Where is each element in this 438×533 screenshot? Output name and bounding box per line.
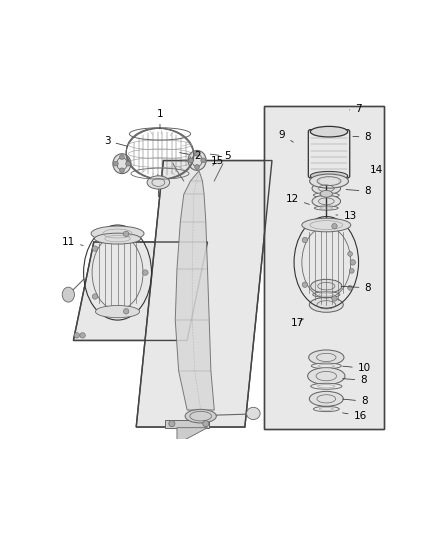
Ellipse shape bbox=[312, 182, 341, 195]
Circle shape bbox=[143, 270, 148, 275]
Circle shape bbox=[302, 282, 307, 287]
Ellipse shape bbox=[95, 305, 140, 318]
Ellipse shape bbox=[311, 172, 348, 180]
Ellipse shape bbox=[147, 176, 170, 189]
Ellipse shape bbox=[312, 195, 341, 207]
Ellipse shape bbox=[320, 190, 332, 197]
Text: 8: 8 bbox=[343, 375, 367, 385]
Ellipse shape bbox=[311, 279, 342, 293]
Circle shape bbox=[201, 158, 205, 163]
Text: 1: 1 bbox=[157, 109, 163, 129]
Text: 14: 14 bbox=[370, 165, 383, 175]
Ellipse shape bbox=[309, 297, 343, 312]
Text: 11: 11 bbox=[62, 237, 83, 247]
Text: 7: 7 bbox=[350, 104, 362, 114]
Ellipse shape bbox=[95, 233, 141, 244]
Ellipse shape bbox=[62, 287, 74, 302]
Text: 12: 12 bbox=[286, 193, 309, 205]
Circle shape bbox=[80, 333, 85, 338]
Ellipse shape bbox=[313, 292, 340, 297]
Polygon shape bbox=[264, 106, 384, 429]
Circle shape bbox=[348, 252, 353, 256]
Circle shape bbox=[169, 421, 175, 427]
Circle shape bbox=[126, 161, 131, 166]
Circle shape bbox=[120, 155, 124, 159]
Circle shape bbox=[189, 158, 193, 163]
Circle shape bbox=[74, 333, 80, 338]
Text: 9: 9 bbox=[279, 131, 293, 142]
Ellipse shape bbox=[113, 154, 131, 174]
Ellipse shape bbox=[311, 383, 342, 389]
Ellipse shape bbox=[310, 174, 349, 188]
Circle shape bbox=[332, 296, 337, 301]
Ellipse shape bbox=[311, 363, 341, 369]
Text: 8: 8 bbox=[341, 283, 371, 293]
Ellipse shape bbox=[91, 226, 144, 241]
Ellipse shape bbox=[307, 368, 345, 385]
Ellipse shape bbox=[309, 391, 343, 406]
Polygon shape bbox=[177, 427, 208, 444]
Polygon shape bbox=[175, 171, 214, 410]
Circle shape bbox=[350, 269, 354, 273]
Text: 5: 5 bbox=[210, 151, 231, 161]
Ellipse shape bbox=[314, 206, 338, 210]
Text: 10: 10 bbox=[343, 364, 371, 373]
Text: 17: 17 bbox=[291, 318, 304, 328]
FancyBboxPatch shape bbox=[165, 419, 209, 427]
Circle shape bbox=[332, 223, 337, 229]
Polygon shape bbox=[264, 106, 384, 429]
Polygon shape bbox=[74, 242, 208, 341]
Text: 8: 8 bbox=[346, 186, 371, 196]
Text: 16: 16 bbox=[343, 411, 367, 421]
Circle shape bbox=[348, 286, 353, 290]
Circle shape bbox=[92, 294, 98, 299]
Circle shape bbox=[302, 237, 307, 243]
Circle shape bbox=[113, 161, 118, 166]
Text: 15: 15 bbox=[210, 156, 224, 166]
Ellipse shape bbox=[302, 218, 351, 232]
Ellipse shape bbox=[309, 350, 344, 365]
Polygon shape bbox=[74, 242, 208, 341]
Text: 13: 13 bbox=[336, 211, 357, 221]
Ellipse shape bbox=[311, 126, 348, 137]
Ellipse shape bbox=[247, 407, 260, 419]
Circle shape bbox=[92, 246, 98, 252]
Ellipse shape bbox=[188, 150, 206, 171]
Text: 2: 2 bbox=[180, 151, 201, 161]
Circle shape bbox=[194, 165, 199, 169]
Ellipse shape bbox=[185, 409, 216, 423]
Ellipse shape bbox=[314, 193, 339, 198]
Circle shape bbox=[124, 231, 129, 237]
Circle shape bbox=[120, 168, 124, 173]
Circle shape bbox=[350, 260, 356, 265]
Circle shape bbox=[203, 421, 209, 427]
Polygon shape bbox=[136, 160, 272, 427]
Circle shape bbox=[194, 151, 199, 156]
Text: 8: 8 bbox=[353, 133, 371, 142]
Circle shape bbox=[173, 441, 178, 446]
Text: 8: 8 bbox=[343, 396, 367, 406]
Ellipse shape bbox=[314, 406, 339, 411]
Text: 3: 3 bbox=[104, 136, 127, 146]
Polygon shape bbox=[136, 160, 272, 427]
FancyBboxPatch shape bbox=[308, 130, 350, 178]
Circle shape bbox=[124, 309, 129, 314]
